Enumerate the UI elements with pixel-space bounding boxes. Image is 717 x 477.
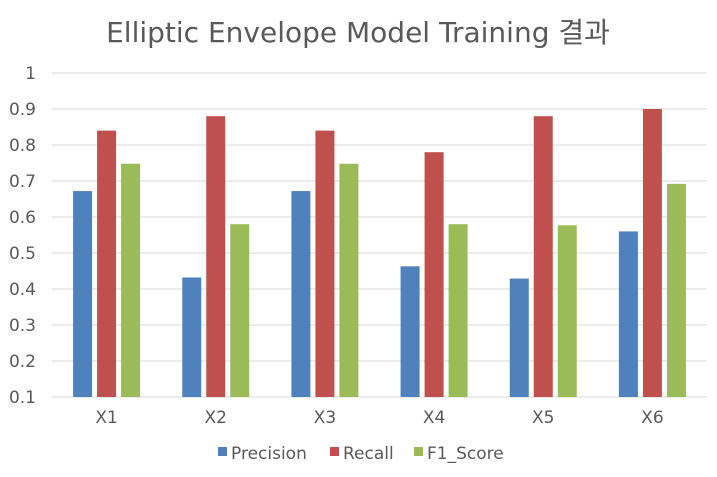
gridlines (52, 72, 707, 398)
legend: Precision Recall F1_Score (218, 444, 504, 464)
y-tick-label: 0.9 (9, 100, 36, 120)
bar-precision-x2 (182, 277, 202, 397)
bar-recall-x3 (315, 130, 335, 397)
bar-precision-x5 (509, 278, 529, 397)
bar-recall-x1 (97, 130, 117, 397)
bar-precision-x3 (291, 191, 311, 397)
x-tick-label: X6 (641, 408, 663, 428)
y-tick-label: 0.4 (9, 280, 36, 300)
legend-swatch (218, 447, 227, 456)
bar-precision-x1 (73, 191, 93, 397)
x-tick-label: X3 (314, 408, 336, 428)
bars (73, 109, 686, 397)
legend-swatch (414, 447, 423, 456)
x-tick-label: X5 (532, 408, 554, 428)
bar-f1-score-x4 (448, 224, 468, 397)
bar-precision-x6 (618, 231, 638, 397)
legend-swatch (330, 447, 339, 456)
y-tick-label: 0.7 (9, 172, 36, 192)
bar-recall-x2 (206, 116, 226, 397)
y-tick-label: 1 (25, 64, 36, 84)
bar-f1-score-x3 (339, 163, 359, 397)
y-tick-label: 0.1 (9, 388, 36, 408)
bar-recall-x4 (424, 152, 444, 397)
bar-f1-score-x5 (557, 225, 577, 397)
bar-f1-score-x1 (121, 163, 141, 397)
y-tick-label: 0.5 (9, 244, 36, 264)
bar-f1-score-x2 (230, 224, 250, 397)
y-tick-label: 0.2 (9, 352, 36, 372)
y-axis-ticks: 0.1 0.2 0.3 0.4 0.5 0.6 0.7 0.8 0.9 1 (9, 64, 36, 408)
legend-label: Precision (231, 444, 307, 464)
legend-label: F1_Score (427, 444, 504, 464)
bar-precision-x4 (400, 266, 420, 397)
legend-label: Recall (343, 444, 394, 464)
y-tick-label: 0.8 (9, 136, 36, 156)
x-tick-label: X4 (423, 408, 445, 428)
bar-recall-x5 (533, 116, 553, 397)
x-tick-label: X2 (205, 408, 227, 428)
bar-f1-score-x6 (666, 183, 686, 397)
bar-recall-x6 (642, 109, 662, 397)
x-axis-ticks: X1 X2 X3 X4 X5 X6 (95, 408, 663, 428)
chart-title: Elliptic Envelope Model Training 결과 (106, 16, 610, 49)
x-tick-label: X1 (95, 408, 117, 428)
y-tick-label: 0.6 (9, 208, 36, 228)
y-tick-label: 0.3 (9, 316, 36, 336)
